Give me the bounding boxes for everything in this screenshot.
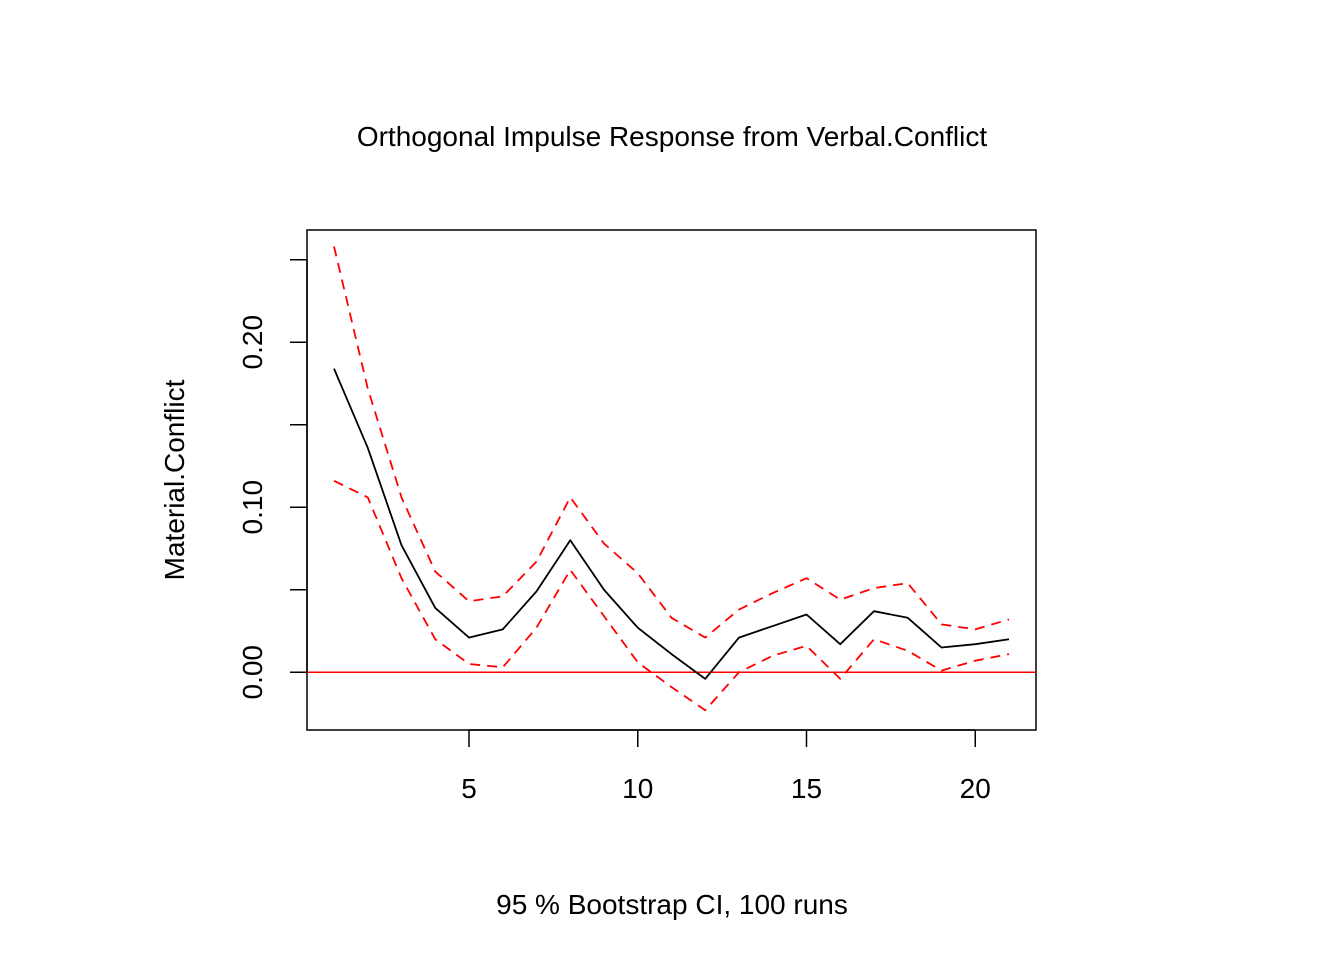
y-tick-label: 0.10 bbox=[237, 480, 268, 535]
chart-title: Orthogonal Impulse Response from Verbal.… bbox=[357, 121, 988, 152]
series-layer bbox=[333, 246, 1010, 712]
series-line-lower bbox=[333, 480, 1010, 712]
y-axis: 0.00 0.10 0.20 bbox=[237, 258, 308, 700]
x-axis-label: 95 % Bootstrap CI, 100 runs bbox=[496, 889, 848, 920]
x-tick-label: 5 bbox=[461, 773, 477, 804]
x-tick-label: 15 bbox=[791, 773, 822, 804]
y-tick-label: 0.00 bbox=[237, 645, 268, 700]
y-tick-label: 0.20 bbox=[237, 315, 268, 370]
x-axis: 5 10 15 20 bbox=[461, 729, 991, 804]
series-line-estimate bbox=[333, 368, 1010, 680]
x-tick-label: 20 bbox=[960, 773, 991, 804]
y-axis-label: Material.Conflict bbox=[159, 379, 190, 580]
series-line-upper bbox=[333, 246, 1010, 639]
x-tick-label: 10 bbox=[622, 773, 653, 804]
